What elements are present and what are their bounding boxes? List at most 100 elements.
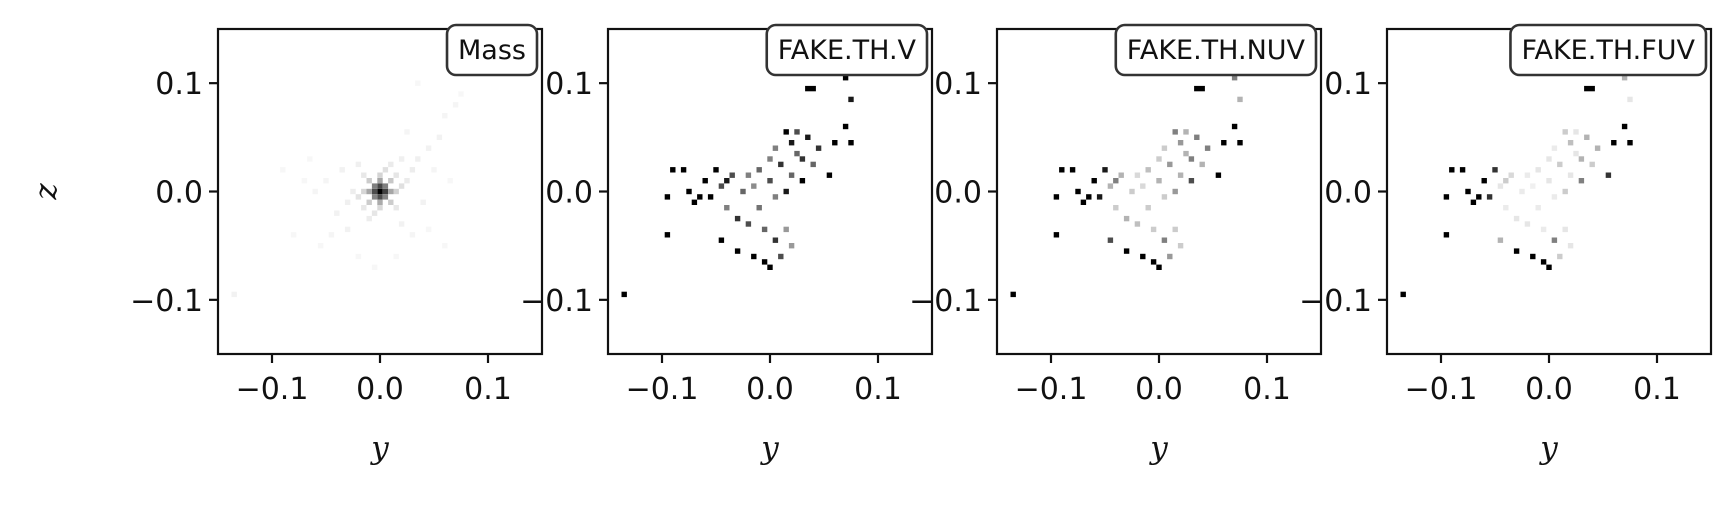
heatmap-cell <box>1237 140 1243 146</box>
heatmap-cell <box>794 129 800 135</box>
heatmap-cell <box>371 183 378 189</box>
y-tick-label: 0.1 <box>934 67 982 102</box>
heatmap-cell <box>805 134 811 140</box>
heatmap-cell <box>398 221 405 227</box>
heatmap-cell <box>1524 172 1531 178</box>
y-axis-label: z <box>28 183 64 201</box>
x-tick-label: 0.0 <box>746 372 794 407</box>
heatmap-cell <box>1204 145 1211 151</box>
heatmap-cell <box>621 291 627 298</box>
heatmap-cell <box>1231 123 1238 130</box>
heatmap-cell <box>344 199 351 205</box>
heatmap-cell <box>1215 172 1222 178</box>
heatmap-cell <box>388 199 394 205</box>
heatmap-cell <box>767 264 773 270</box>
heatmap-cell <box>1059 167 1065 173</box>
heatmap-cell <box>1172 188 1178 195</box>
heatmap-cell <box>1589 161 1595 168</box>
heatmap-cell <box>1400 291 1406 298</box>
heatmap-cell <box>436 134 443 140</box>
heatmap-cell <box>718 237 725 243</box>
panel-3: −0.1 0.0 0.1 −0.1 0.0 0.1 y FAKE.TH.NUV <box>909 23 1323 466</box>
heatmap-cell <box>1134 172 1141 178</box>
heatmap-cell <box>1497 237 1504 243</box>
heatmap-cell <box>307 156 313 162</box>
heatmap-cell <box>1621 123 1628 130</box>
heatmap-cell <box>1513 215 1520 222</box>
heatmap-cell <box>1524 221 1531 227</box>
heatmap-cell <box>1562 129 1568 135</box>
heatmap-cell <box>1594 145 1601 151</box>
heatmap-cell <box>1145 205 1151 211</box>
x-tick-label: 0.1 <box>1243 372 1291 407</box>
heatmap-cell <box>1551 145 1558 151</box>
heatmap-cell <box>1091 178 1097 184</box>
heatmap-cell <box>767 178 773 184</box>
heatmap-cell <box>794 150 800 157</box>
heatmap-cell <box>751 183 757 189</box>
heatmap-cell <box>377 194 383 200</box>
heatmap-cell <box>686 188 692 195</box>
heatmap-cell <box>1486 194 1493 200</box>
heatmap-cell <box>1551 194 1558 200</box>
heatmap-cell <box>1161 145 1168 151</box>
heatmap-cell <box>724 178 730 184</box>
heatmap-cell <box>788 172 795 178</box>
heatmap-cell <box>1188 178 1195 184</box>
x-tick-label: 0.1 <box>464 372 512 407</box>
heatmap-cell <box>1161 237 1168 243</box>
heatmap-cell <box>1123 248 1130 254</box>
heatmap-cell <box>1188 156 1195 162</box>
panel-title: Mass <box>458 35 526 66</box>
heatmap-cell <box>1150 259 1157 265</box>
heatmap-cell <box>767 156 773 162</box>
x-tick-label: 0.0 <box>1135 372 1183 407</box>
heatmap-cell <box>783 129 789 135</box>
heatmap-cell <box>393 253 399 260</box>
heatmap-cell <box>734 248 741 254</box>
heatmap-cell <box>404 178 410 184</box>
heatmap-cell <box>729 172 735 178</box>
heatmap-cell <box>377 178 383 184</box>
badge-box <box>1509 23 1708 77</box>
heatmap-cell <box>848 96 854 103</box>
heatmap-cell <box>1503 178 1509 184</box>
heatmap-cell <box>1530 183 1536 189</box>
heatmap-cell <box>778 253 784 260</box>
heatmap-cell <box>334 210 340 216</box>
heatmap-cell <box>1519 188 1525 195</box>
heatmap-cell <box>1172 226 1178 233</box>
heatmap-cell <box>724 205 730 211</box>
heatmap-cell <box>1150 226 1157 233</box>
heatmap-cell <box>740 188 746 195</box>
panel-title-badge: FAKE.TH.FUV <box>1509 23 1708 77</box>
heatmap-cell <box>1167 161 1173 168</box>
heatmap-cell <box>388 188 394 195</box>
heatmap-cell <box>1557 161 1563 168</box>
heatmap-cell <box>1183 150 1189 157</box>
x-tick-label: 0.0 <box>356 372 404 407</box>
heatmap-cell <box>371 210 378 216</box>
y-tick-label: −0.1 <box>909 284 982 319</box>
heatmap-cell <box>317 243 324 249</box>
heatmap-cell <box>382 194 389 200</box>
heatmap-cell <box>1535 167 1541 173</box>
heatmap-cell <box>1194 134 1200 140</box>
y-tick-label: 0.0 <box>1324 176 1372 211</box>
heatmap-cell <box>1611 140 1617 146</box>
x-tick-label: 0.1 <box>854 372 902 407</box>
heatmap-cell <box>778 161 784 168</box>
x-tick-label: 0.1 <box>1633 372 1681 407</box>
heatmap-cell <box>756 205 762 211</box>
heatmap-cell <box>442 243 448 249</box>
heatmap-cell <box>1573 150 1579 157</box>
heatmap-cell <box>1492 167 1498 173</box>
heatmap-cell <box>1562 226 1568 233</box>
heatmap-cell <box>1546 264 1552 270</box>
heatmap-cell <box>761 226 768 233</box>
heatmap-cell <box>1578 178 1585 184</box>
heatmap-cell <box>788 243 795 249</box>
heatmap-cell <box>1140 253 1146 260</box>
heatmap-cell <box>1053 232 1060 238</box>
heatmap-cell <box>1584 134 1590 140</box>
